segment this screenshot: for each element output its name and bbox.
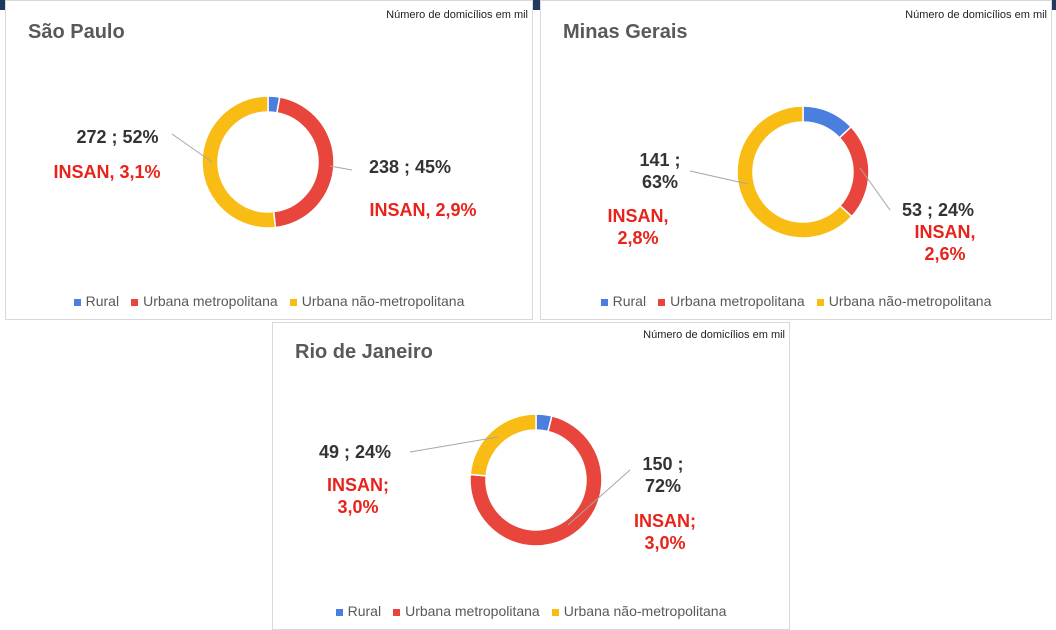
donut-segment: [469, 413, 537, 477]
donut-segment: [736, 105, 853, 239]
leader-line: [689, 170, 749, 185]
chart-subtitle: Número de domicílios em mil: [386, 9, 528, 21]
data-label: 141 ; 63%: [639, 150, 681, 192]
legend-item: Urbana metropolitana: [393, 603, 540, 619]
legend-label: Urbana não-metropolitana: [828, 293, 992, 309]
data-label: 49 ; 24%: [318, 442, 392, 462]
legend-label: Urbana não-metropolitana: [301, 293, 465, 309]
legend-marker: [335, 608, 343, 616]
data-label: 272 ; 52%: [76, 127, 159, 147]
legend-label: Urbana não-metropolitana: [563, 603, 727, 619]
chart-panel: Rio de Janeiro Número de domicílios em mi…: [272, 322, 790, 630]
legend-item: Rural: [600, 293, 647, 309]
legend-marker: [551, 608, 559, 616]
legend-marker: [816, 298, 824, 306]
legend-marker: [658, 298, 666, 306]
legend-item: Rural: [335, 603, 382, 619]
leader-line: [171, 133, 213, 163]
chart-title: Rio de Janeiro: [295, 341, 433, 363]
data-label: 53 ; 24%: [901, 200, 975, 220]
annotation: INSAN, 2,9%: [369, 200, 477, 220]
data-label: 150 ; 72%: [642, 454, 684, 496]
legend-label: Rural: [85, 293, 120, 309]
chart-title: Minas Gerais: [563, 21, 688, 43]
leader-line: [409, 436, 499, 453]
annotation: INSAN; 3,0%: [634, 511, 696, 553]
legend-marker: [600, 298, 608, 306]
legend-label: Urbana metropolitana: [143, 293, 278, 309]
legend-item: Urbana metropolitana: [131, 293, 278, 309]
legend: Rural Urbana metropolitana Urbana não-metr…: [6, 293, 532, 309]
annotation: INSAN, 2,8%: [607, 206, 669, 248]
legend-item: Urbana não-metropolitana: [551, 603, 727, 619]
chart-subtitle: Número de domicílios em mil: [905, 9, 1047, 21]
legend: Rural Urbana metropolitana Urbana não-metr…: [273, 603, 789, 619]
legend-item: Urbana não-metropolitana: [816, 293, 992, 309]
chart-title: São Paulo: [28, 21, 125, 43]
leader-line: [859, 167, 891, 211]
legend-item: Urbana metropolitana: [658, 293, 805, 309]
legend-marker: [73, 298, 81, 306]
legend-marker: [131, 298, 139, 306]
legend-label: Urbana metropolitana: [670, 293, 805, 309]
donut-segment: [201, 95, 277, 229]
annotation: INSAN; 3,0%: [327, 475, 389, 517]
chart-panel: Minas Gerais Número de domicílios em mil R…: [540, 0, 1052, 320]
legend-item: Rural: [73, 293, 120, 309]
chart-subtitle: Número de domicílios em mil: [643, 329, 785, 341]
leader-line: [329, 165, 353, 171]
leader-line: [567, 469, 631, 526]
legend-item: Urbana não-metropolitana: [289, 293, 465, 309]
donut-segment: [838, 125, 870, 218]
legend-label: Rural: [612, 293, 647, 309]
chart-panel: São Paulo Número de domicílios em mil Rura…: [5, 0, 533, 320]
legend-label: Urbana metropolitana: [405, 603, 540, 619]
annotation: INSAN, 3,1%: [53, 162, 161, 182]
legend: Rural Urbana metropolitana Urbana não-metr…: [541, 293, 1051, 309]
donut-segment: [272, 96, 335, 229]
annotation: INSAN, 2,6%: [914, 222, 976, 264]
data-label: 238 ; 45%: [368, 157, 452, 177]
donut-segment: [469, 415, 603, 547]
legend-marker: [289, 298, 297, 306]
legend-label: Rural: [347, 603, 382, 619]
legend-marker: [393, 608, 401, 616]
